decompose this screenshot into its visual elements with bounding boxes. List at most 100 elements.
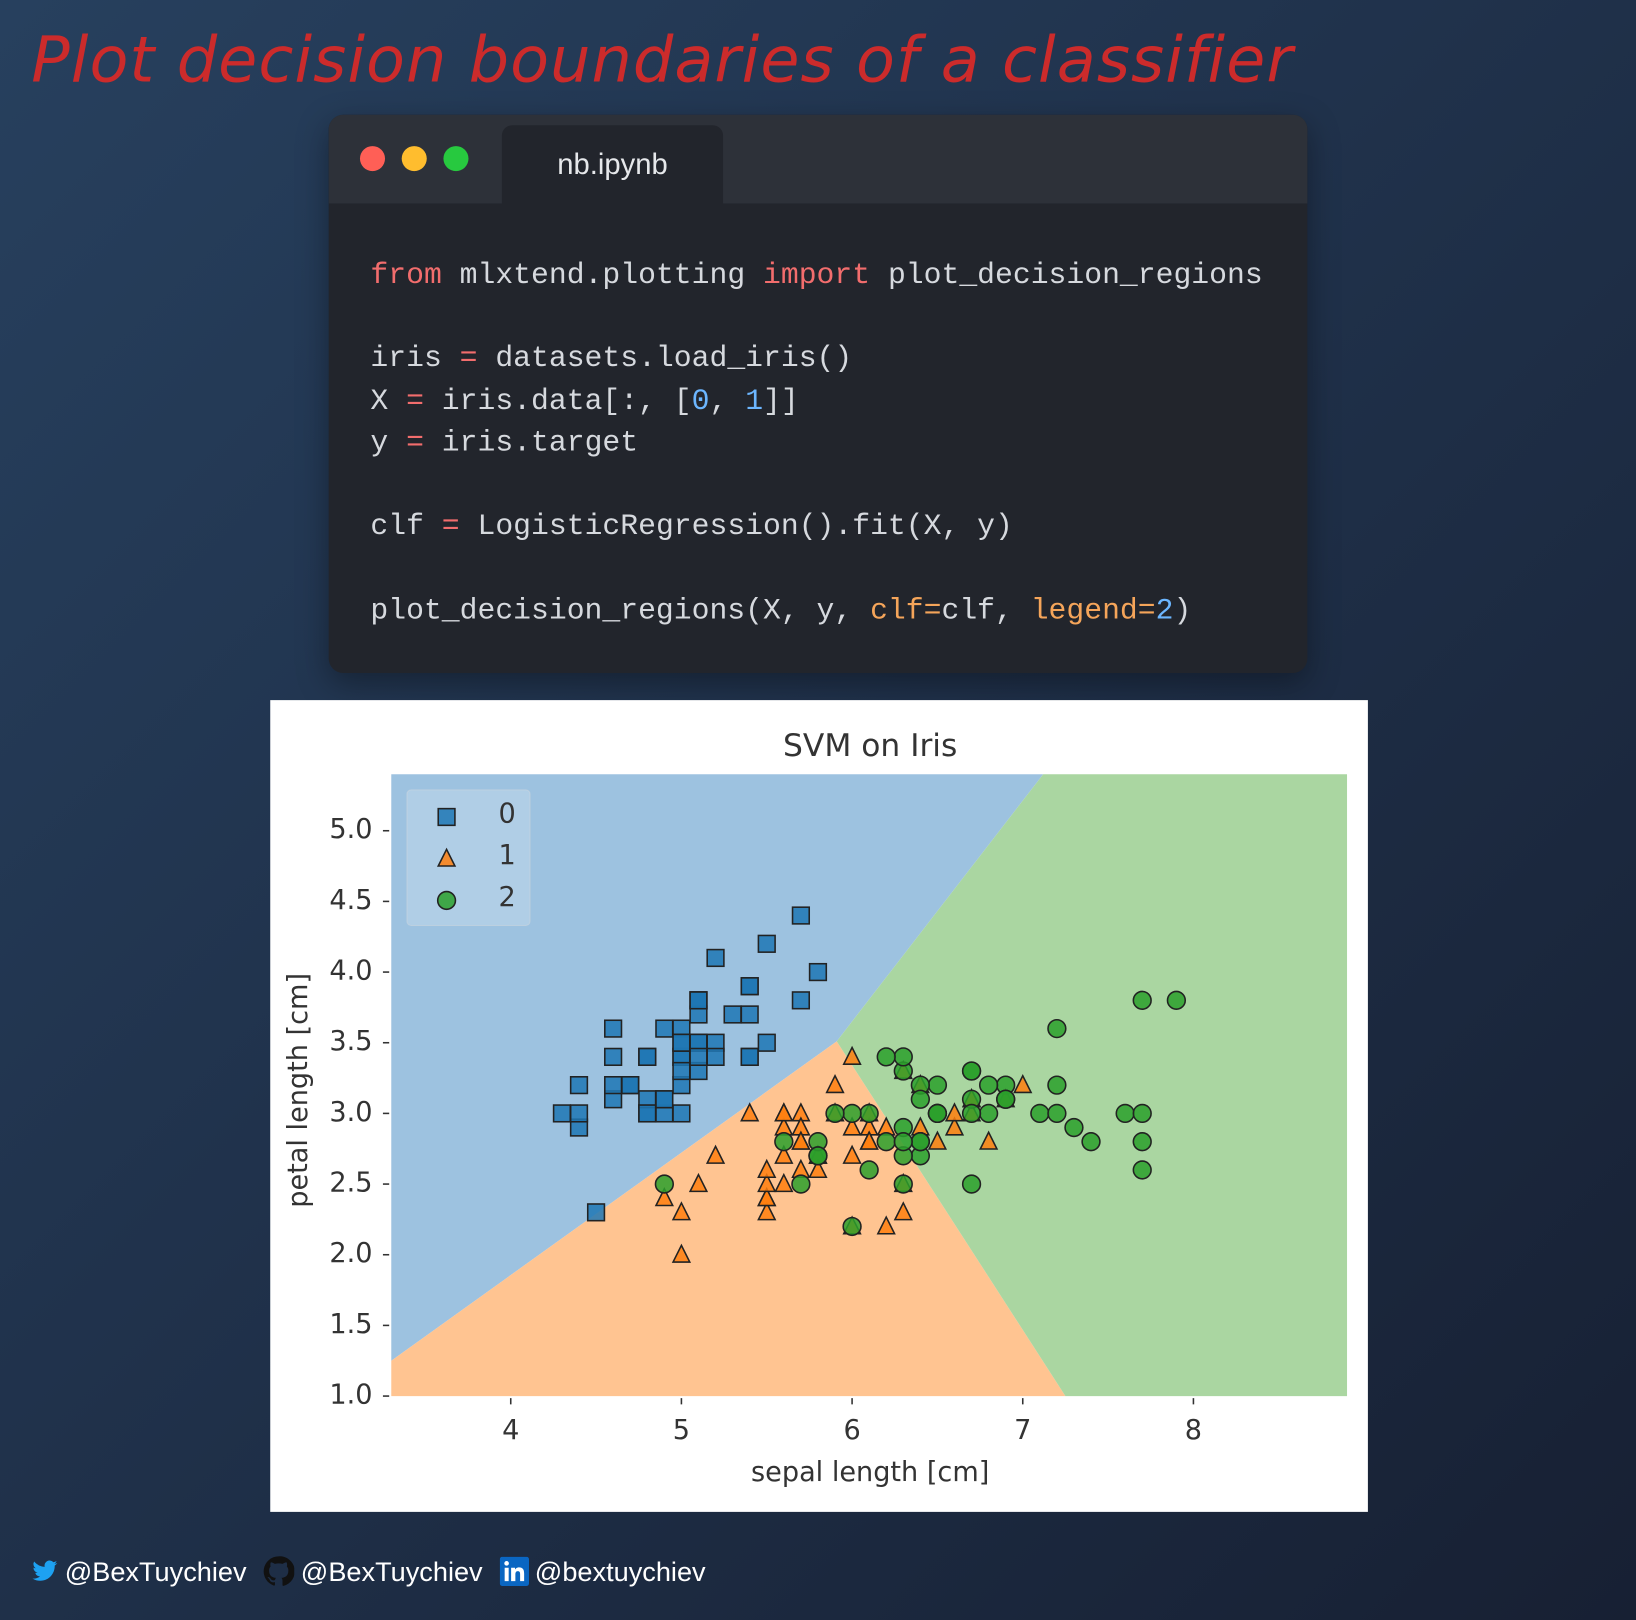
linkedin-handle: @bextuychiev xyxy=(534,1555,706,1587)
point xyxy=(1166,990,1187,1010)
point xyxy=(842,1103,862,1124)
code-token: 0 xyxy=(691,383,710,418)
y-tick-label: 3.0 xyxy=(329,1097,372,1128)
point xyxy=(655,1019,674,1038)
y-tick-label: 1.5 xyxy=(329,1309,372,1340)
code-line: from mlxtend.plotting import plot_decisi… xyxy=(370,255,1262,297)
code-token: ]] xyxy=(763,383,799,418)
point xyxy=(961,1061,982,1081)
point xyxy=(723,1005,742,1024)
footer: @BexTuychiev @BexTuychiev @bextuychiev xyxy=(31,1550,722,1592)
x-axis-label: sepal length [cm] xyxy=(751,1457,989,1488)
code-line: X = iris.data[:, [0, 1]] xyxy=(370,380,1262,422)
github-icon xyxy=(263,1556,295,1586)
code-token: = xyxy=(406,383,424,418)
x-tick-label: 4 xyxy=(502,1415,519,1446)
legend-marker xyxy=(436,847,457,867)
point xyxy=(740,977,759,996)
point xyxy=(893,1132,913,1152)
github-handle: @BexTuychiev xyxy=(300,1555,483,1587)
point xyxy=(1047,1018,1067,1039)
point xyxy=(671,1243,692,1263)
point xyxy=(689,991,708,1010)
y-tick-label: 4.0 xyxy=(329,956,372,987)
point xyxy=(808,962,828,982)
code-line: y = iris.target xyxy=(370,422,1262,464)
point xyxy=(672,1061,691,1081)
legend-label: 1 xyxy=(498,840,515,871)
point xyxy=(569,1104,589,1123)
point xyxy=(688,1172,709,1193)
decision-region xyxy=(836,774,1348,1397)
code-token: from xyxy=(370,257,442,293)
point xyxy=(586,1203,606,1222)
point xyxy=(978,1075,999,1095)
point xyxy=(893,1201,913,1221)
point xyxy=(774,1132,794,1152)
point xyxy=(876,1132,896,1152)
point xyxy=(859,1103,879,1124)
point xyxy=(808,1158,828,1179)
point xyxy=(757,1201,777,1221)
point xyxy=(961,1174,982,1194)
point xyxy=(689,1047,708,1066)
point xyxy=(706,948,725,968)
chart: SVM on Iris sepal length [cm] petal leng… xyxy=(270,700,1368,1512)
point xyxy=(961,1103,982,1124)
legend-label: 2 xyxy=(498,882,515,913)
twitter-handle: @BexTuychiev xyxy=(64,1555,247,1587)
code-token: LogisticRegression().fit(X, y) xyxy=(459,509,1013,544)
point xyxy=(1047,1075,1067,1095)
code-line xyxy=(370,297,1262,339)
code-line xyxy=(370,464,1262,506)
point xyxy=(621,1076,640,1095)
point xyxy=(791,1130,811,1150)
x-tick-label: 5 xyxy=(673,1415,690,1446)
code-token: iris.data[:, [ xyxy=(423,383,692,418)
close-dot xyxy=(359,146,386,172)
point xyxy=(1013,1073,1033,1094)
code-token: plot_decision_regions(X, y, xyxy=(370,593,871,628)
y-tick-label: 2.5 xyxy=(329,1168,372,1199)
code-token: clf, xyxy=(941,593,1031,628)
twitter-icon xyxy=(32,1560,58,1581)
point xyxy=(1132,1160,1152,1180)
point xyxy=(842,1116,862,1136)
point xyxy=(552,1104,572,1123)
point xyxy=(791,1174,811,1194)
point xyxy=(604,1076,623,1095)
point xyxy=(705,1144,726,1164)
decision-region xyxy=(391,774,1044,1361)
point xyxy=(1030,1103,1050,1124)
point xyxy=(876,1215,896,1235)
y-tick-label: 5.0 xyxy=(329,814,372,845)
point xyxy=(740,1102,760,1122)
point xyxy=(1047,1103,1067,1124)
code-token: clf xyxy=(370,509,442,544)
point xyxy=(672,1104,691,1123)
code-line: clf = LogisticRegression().fit(X, y) xyxy=(370,506,1262,548)
point xyxy=(1132,1132,1152,1152)
point xyxy=(876,1047,896,1067)
code-token: iris xyxy=(370,341,460,377)
point xyxy=(910,1132,931,1152)
point xyxy=(1115,1103,1135,1124)
point xyxy=(774,1172,794,1193)
code-line xyxy=(370,548,1262,590)
point xyxy=(791,991,811,1010)
point xyxy=(740,1047,759,1066)
point xyxy=(654,1174,674,1194)
point xyxy=(1081,1132,1101,1152)
code-token: iris.target xyxy=(423,425,639,460)
page-title: Plot decision boundaries of a classifier xyxy=(31,22,1294,98)
x-tick-label: 8 xyxy=(1185,1415,1202,1446)
point xyxy=(638,1047,657,1066)
code-token: X xyxy=(370,383,407,418)
point xyxy=(638,1104,657,1123)
point xyxy=(740,1005,759,1024)
point xyxy=(757,1033,776,1052)
point xyxy=(1132,990,1152,1010)
code-line: plot_decision_regions(X, y, clf=clf, leg… xyxy=(370,590,1262,632)
